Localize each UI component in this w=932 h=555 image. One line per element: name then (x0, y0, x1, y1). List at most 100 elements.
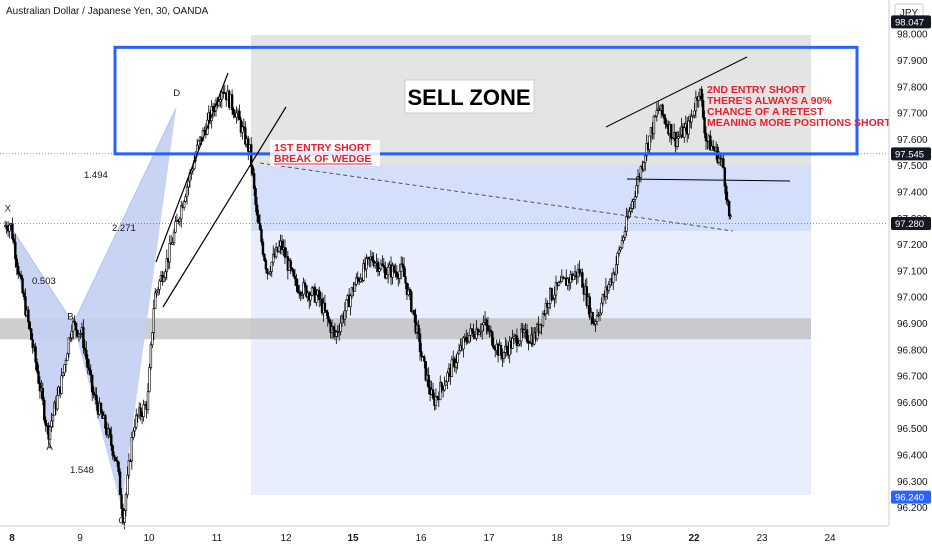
candle-body (296, 285, 300, 293)
candle-body (427, 374, 430, 388)
date-tick-label: 11 (212, 533, 223, 544)
candle-body (671, 137, 674, 140)
candle-body (88, 367, 91, 371)
rising-trendline (605, 56, 748, 128)
candle-body (480, 324, 484, 332)
candle-body (655, 110, 659, 117)
candle-body (191, 168, 195, 171)
candle-body (154, 292, 157, 309)
candle-body (434, 396, 438, 406)
candle-body (607, 284, 611, 291)
price-tag-bg (891, 147, 931, 161)
candle-body (326, 312, 329, 320)
candle-body (726, 199, 729, 202)
candle-body (241, 126, 244, 133)
pattern-point-label: C (118, 516, 125, 527)
candle-body (662, 114, 666, 119)
candle-body (251, 166, 254, 174)
candle-body (382, 265, 386, 268)
candle-body (505, 345, 508, 350)
pattern-point-label: B (67, 311, 73, 322)
currency-label: JPY (900, 8, 919, 19)
candle-body (404, 276, 407, 284)
candle-body (172, 231, 176, 244)
candle-body (353, 284, 357, 292)
candle-body (491, 331, 494, 346)
price-tag-bg (891, 15, 931, 29)
candle-body (678, 134, 682, 137)
candle-body (244, 127, 247, 145)
candle-body (310, 287, 314, 296)
candle-body (303, 282, 307, 286)
candle-body (703, 117, 706, 134)
candle-body (82, 327, 85, 349)
candle-body (323, 302, 327, 311)
price-tag-bg (891, 217, 931, 231)
date-tick-label: 18 (551, 533, 563, 544)
candle-body (401, 263, 404, 267)
candle-body (41, 388, 45, 401)
price-tick-label: 96.800 (897, 345, 928, 356)
price-tick-label: 97.600 (897, 135, 928, 146)
candle-body (492, 345, 495, 349)
candle-body (614, 264, 618, 275)
candle-body (337, 331, 341, 333)
candle-body (182, 201, 186, 208)
candle-body (18, 273, 21, 276)
candle-body (600, 302, 603, 314)
candle-body (378, 268, 381, 272)
candle-body (180, 205, 183, 220)
candle-body (162, 277, 166, 282)
candle-body (385, 274, 388, 279)
pattern-ratio-label: 0.503 (32, 276, 56, 287)
candle-body (113, 455, 116, 458)
candle-body (560, 276, 564, 283)
candle-body (38, 382, 42, 392)
pattern-point-label: A (46, 442, 53, 453)
candle-body (544, 303, 548, 315)
candle-body (280, 240, 284, 250)
candle-body (543, 313, 546, 315)
support-band (0, 318, 811, 340)
candle-body (693, 110, 696, 116)
candle-body (60, 375, 63, 394)
candle-body (126, 474, 129, 496)
candle-body (443, 384, 446, 391)
candle-body (238, 110, 241, 121)
candle-body (339, 322, 342, 332)
annotation-2-line: THERE'S ALWAYS A 90% (707, 95, 832, 107)
candle-body (700, 88, 703, 101)
candle-body (51, 414, 55, 422)
candle-body (258, 223, 262, 230)
candle-body (636, 176, 640, 187)
candle-body (27, 309, 30, 323)
price-tick-label: 97.800 (897, 82, 928, 93)
candle-body (350, 287, 354, 297)
candle-body (56, 395, 59, 410)
candle-body (21, 277, 24, 294)
price-tick-label: 96.500 (897, 424, 928, 435)
candle-body (628, 211, 631, 218)
candle-body (405, 282, 409, 295)
candle-body (197, 140, 200, 146)
candle-body (37, 371, 40, 384)
candle-body (694, 97, 698, 112)
candle-body (302, 282, 305, 295)
candle-body (581, 272, 584, 288)
candle-body (63, 364, 66, 374)
candle-body (22, 292, 26, 298)
candle-body (709, 135, 712, 151)
date-tick-label: 24 (824, 533, 836, 544)
candle-body (168, 242, 171, 263)
candle-body (263, 254, 266, 261)
neckline (626, 178, 791, 182)
candle-body (73, 320, 76, 324)
candle-body (89, 369, 92, 376)
date-tick-label: 22 (688, 533, 700, 544)
candle-body (677, 136, 680, 139)
candle-body (270, 261, 273, 272)
candle-body (343, 310, 347, 320)
candle-body (130, 437, 134, 462)
